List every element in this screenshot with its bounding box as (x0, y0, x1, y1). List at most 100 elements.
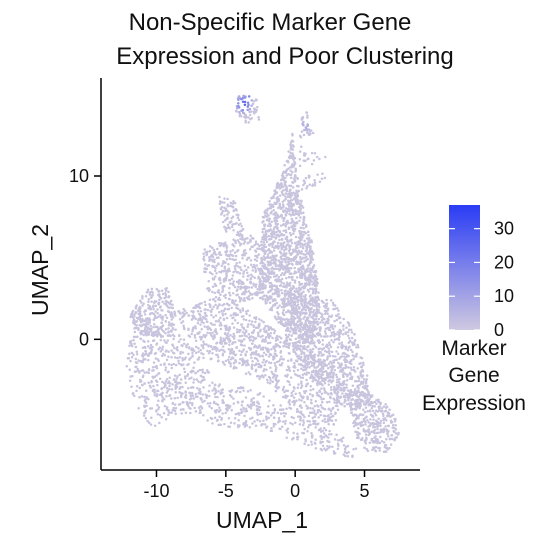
scatter-point (326, 445, 329, 448)
scatter-point (279, 318, 283, 322)
scatter-point (220, 264, 224, 268)
scatter-point (272, 228, 276, 231)
scatter-point (227, 297, 231, 301)
scatter-point (137, 407, 140, 410)
scatter-point (254, 240, 258, 243)
scatter-point (294, 392, 297, 396)
scatter-point (325, 435, 328, 438)
scatter-point (188, 377, 191, 380)
scatter-point (319, 327, 322, 330)
scatter-point (203, 316, 206, 319)
scatter-point (327, 414, 330, 417)
scatter-point (295, 195, 298, 198)
scatter-point (310, 440, 313, 443)
scatter-point (262, 280, 265, 283)
scatter-point (338, 357, 341, 360)
scatter-point (178, 387, 181, 390)
scatter-point (202, 346, 205, 350)
scatter-point (328, 395, 332, 399)
scatter-point (155, 374, 158, 377)
scatter-point (323, 418, 327, 421)
scatter-point (194, 371, 197, 375)
scatter-point (346, 321, 350, 324)
scatter-point (260, 340, 264, 343)
scatter-point (258, 247, 261, 250)
scatter-point (242, 423, 245, 426)
scatter-point (265, 417, 268, 420)
scatter-point (333, 391, 337, 394)
scatter-point (285, 292, 288, 296)
scatter-point (208, 288, 212, 291)
scatter-point (211, 272, 214, 276)
scatter-point (301, 246, 305, 250)
scatter-point (231, 356, 234, 359)
scatter-point (272, 404, 275, 407)
scatter-point (319, 370, 323, 373)
scatter-point (364, 433, 368, 436)
scatter-point (327, 347, 330, 350)
scatter-point (286, 431, 290, 434)
scatter-point (238, 308, 242, 312)
scatter-point (280, 281, 283, 284)
scatter-point (347, 336, 351, 340)
scatter-point (340, 345, 343, 349)
scatter-point (316, 408, 320, 412)
scatter-point (135, 350, 139, 353)
scatter-point (382, 417, 385, 421)
scatter-point (249, 323, 253, 326)
scatter-point (157, 408, 160, 411)
scatter-point (156, 334, 159, 338)
scatter-point (164, 350, 168, 353)
scatter-point (240, 224, 243, 228)
scatter-point (200, 344, 203, 347)
scatter-point (262, 240, 266, 244)
scatter-point (310, 357, 314, 360)
scatter-point (141, 317, 144, 321)
scatter-point (145, 370, 148, 374)
scatter-point (232, 292, 235, 295)
scatter-point (317, 298, 321, 301)
scatter-point (290, 334, 294, 338)
scatter-point (352, 448, 355, 451)
scatter-point (262, 351, 266, 355)
scatter-point (285, 168, 289, 172)
scatter-point (384, 409, 388, 413)
scatter-point (269, 284, 272, 287)
scatter-point (223, 197, 226, 200)
scatter-point (293, 266, 296, 270)
scatter-point (299, 266, 303, 270)
scatter-point (312, 334, 316, 337)
scatter-point (235, 346, 238, 349)
scatter-point (304, 308, 307, 312)
scatter-point (184, 396, 188, 399)
scatter-point (257, 353, 260, 356)
scatter-point (276, 411, 280, 414)
scatter-point (285, 311, 288, 314)
scatter-point (255, 254, 259, 258)
scatter-point (214, 319, 218, 323)
scatter-point (200, 352, 203, 355)
scatter-point (351, 403, 354, 406)
scatter-point (255, 363, 258, 366)
scatter-point (214, 328, 217, 331)
scatter-point (292, 369, 296, 373)
scatter-point (276, 344, 279, 347)
scatter-point (287, 172, 290, 176)
scatter-point (203, 300, 207, 304)
scatter-point (386, 424, 390, 428)
scatter-point (160, 387, 163, 391)
scatter-point (274, 190, 277, 194)
scatter-point (292, 306, 295, 310)
scatter-point (219, 392, 222, 396)
scatter-point (278, 335, 281, 339)
scatter-point (351, 354, 355, 357)
scatter-point (226, 197, 229, 201)
scatter-point (336, 330, 340, 334)
scatter-point (187, 327, 190, 330)
scatter-point (277, 379, 280, 382)
scatter-point (144, 346, 147, 350)
scatter-point (177, 403, 181, 406)
scatter-point (293, 221, 296, 224)
scatter-point (320, 401, 324, 404)
scatter-point (231, 316, 234, 320)
